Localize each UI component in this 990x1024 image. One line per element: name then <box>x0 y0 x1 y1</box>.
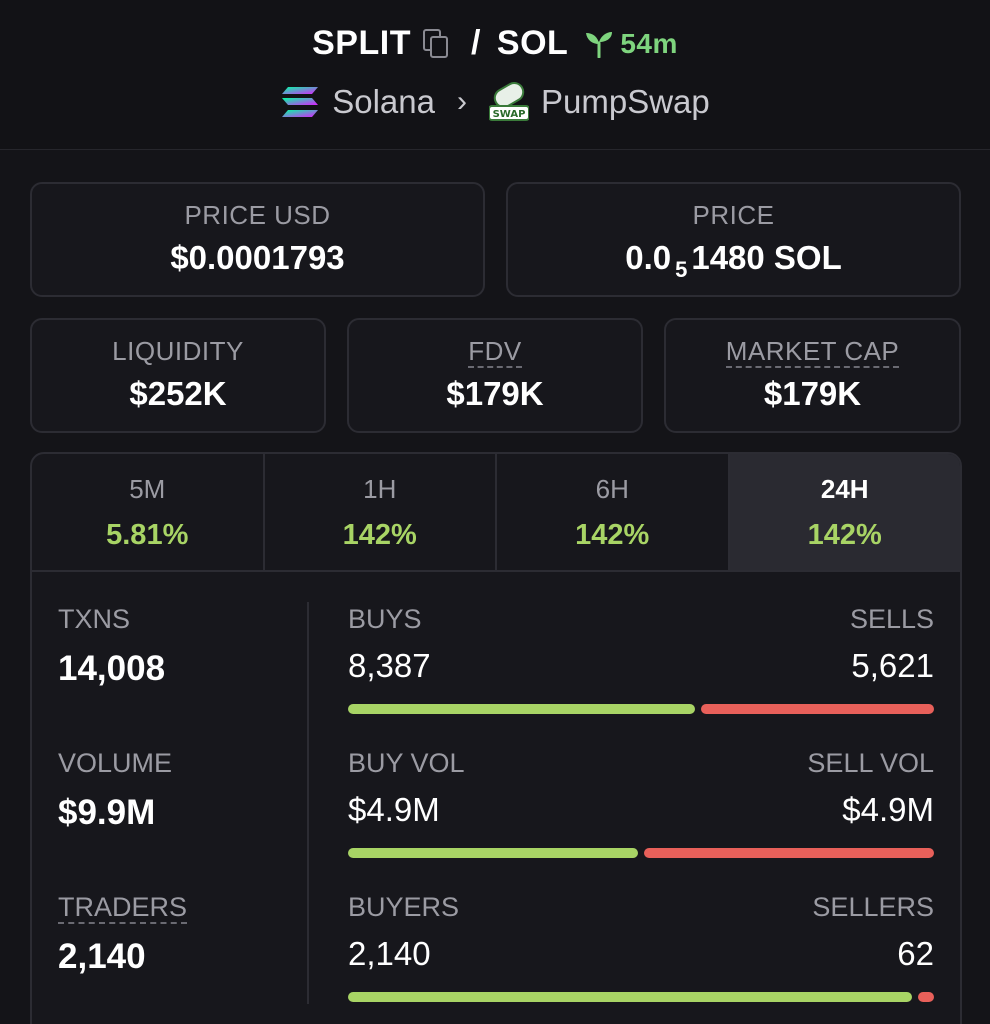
column-divider <box>307 602 309 1004</box>
tab-change: 5.81% <box>106 519 189 551</box>
tab-label: 5M <box>129 474 166 504</box>
volume-metric: VOLUME $9.9M <box>58 748 187 892</box>
buys-sells-row: BUYS SELLS 8,387 5,621 <box>348 604 934 748</box>
traders-value: 2,140 <box>58 937 146 976</box>
pair-title: SPLIT / SOL 54m <box>0 24 990 63</box>
volume-value: $9.9M <box>58 793 156 832</box>
tab-change: 142% <box>807 519 882 551</box>
fdv-card: FDV $179K <box>347 318 643 433</box>
chevron-right-icon: › <box>457 85 467 118</box>
buyers-value: 2,140 <box>348 935 431 972</box>
tab-1h[interactable]: 1H 142% <box>265 454 497 570</box>
traders-metric: TRADERS 2,140 <box>58 892 188 1024</box>
sellers-value: 62 <box>897 935 934 972</box>
buy-segment <box>348 848 638 858</box>
price-native-card: PRICE 0.0 5 1480 SOL <box>506 182 961 297</box>
timeframe-tabs: 5M 5.81% 1H 142% 6H 142% 24H 142% <box>32 454 960 572</box>
tab-change: 142% <box>575 519 650 551</box>
breakdown-column: BUYS SELLS 8,387 5,621 BUY VOL SELL VOL … <box>348 604 934 1024</box>
price-usd-card: PRICE USD $0.0001793 <box>30 182 485 297</box>
price-usd-value: $0.0001793 <box>170 239 345 276</box>
txns-label: TXNS <box>58 604 131 634</box>
fdv-label[interactable]: FDV <box>468 336 522 368</box>
tab-24h[interactable]: 24H 142% <box>729 454 960 570</box>
sprout-icon <box>584 30 614 58</box>
sell-vol-label: SELL VOL <box>807 748 934 778</box>
buyers-label: BUYERS <box>348 892 460 922</box>
sell-vol-value: $4.9M <box>842 791 934 828</box>
sell-segment <box>918 992 934 1002</box>
buy-vol-label: BUY VOL <box>348 748 465 778</box>
liquidity-label: LIQUIDITY <box>112 336 244 366</box>
sells-value: 5,621 <box>851 647 934 684</box>
pair-age-value: 54m <box>620 27 678 59</box>
breadcrumb: Solana › SWAP PumpSwap <box>0 82 990 122</box>
copy-icon[interactable] <box>422 28 449 59</box>
buyers-sellers-bar <box>348 992 934 1002</box>
zero-count: 5 <box>675 257 688 282</box>
dex-link[interactable]: PumpSwap <box>541 83 710 120</box>
tab-label: 1H <box>363 474 397 504</box>
sells-label: SELLS <box>849 604 934 634</box>
totals-column: TXNS 14,008 VOLUME $9.9M TRADERS 2,140 <box>58 604 188 1024</box>
sell-segment <box>644 848 934 858</box>
pair-header: SPLIT / SOL 54m <box>0 0 990 150</box>
sellers-label: SELLERS <box>812 892 934 922</box>
pair-separator: / <box>470 24 481 62</box>
buy-segment <box>348 992 912 1002</box>
price-usd-label: PRICE USD <box>184 200 331 230</box>
chain-link[interactable]: Solana <box>332 83 435 120</box>
liquidity-card: LIQUIDITY $252K <box>30 318 326 433</box>
quote-symbol: SOL <box>496 24 569 62</box>
tab-6h[interactable]: 6H 142% <box>497 454 730 570</box>
solana-icon <box>280 85 320 119</box>
buyers-sellers-row: BUYERS SELLERS 2,140 62 <box>348 892 934 1024</box>
tab-change: 142% <box>342 519 417 551</box>
pair-age: 54m <box>584 28 678 60</box>
tab-label: 24H <box>820 474 869 504</box>
price-native-value: 0.0 5 1480 SOL <box>625 239 842 282</box>
pumpswap-icon: SWAP <box>489 82 529 122</box>
buy-sell-vol-bar <box>348 848 934 858</box>
buy-segment <box>348 704 695 714</box>
market-cap-value: $179K <box>763 375 862 412</box>
txns-value: 14,008 <box>58 649 166 688</box>
txns-metric: TXNS 14,008 <box>58 604 187 748</box>
buys-value: 8,387 <box>348 647 431 684</box>
volume-label: VOLUME <box>58 748 173 778</box>
token-symbol: SPLIT <box>312 24 411 62</box>
svg-text:SWAP: SWAP <box>493 109 526 120</box>
tab-label: 6H <box>595 474 629 504</box>
market-cap-card: MARKET CAP $179K <box>664 318 961 433</box>
traders-label[interactable]: TRADERS <box>58 892 188 924</box>
buy-vol-value: $4.9M <box>348 791 440 828</box>
buys-sells-bar <box>348 704 934 714</box>
fdv-value: $179K <box>446 375 544 412</box>
buys-label: BUYS <box>348 604 422 634</box>
price-native-label: PRICE <box>692 200 775 230</box>
liquidity-value: $252K <box>129 375 227 412</box>
stats-panel: 5M 5.81% 1H 142% 6H 142% 24H 142% TXNS 1… <box>30 452 962 1024</box>
tab-5m[interactable]: 5M 5.81% <box>32 454 265 570</box>
buy-sell-vol-row: BUY VOL SELL VOL $4.9M $4.9M <box>348 748 934 892</box>
sell-segment <box>701 704 934 714</box>
market-cap-label[interactable]: MARKET CAP <box>725 336 900 368</box>
